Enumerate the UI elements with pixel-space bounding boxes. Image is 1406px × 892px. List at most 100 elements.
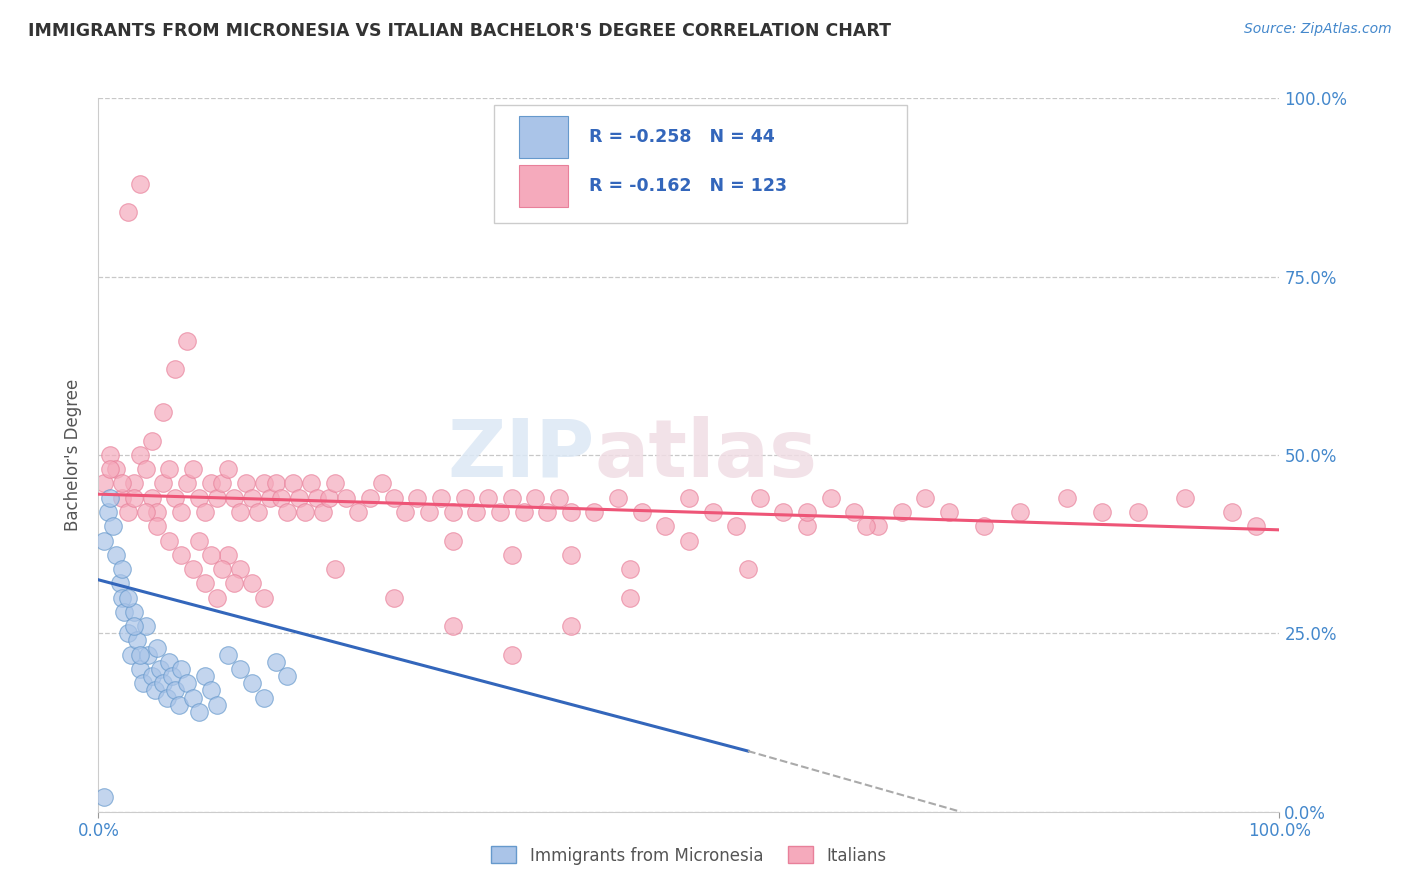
Point xyxy=(253,591,276,605)
Point xyxy=(654,519,676,533)
Point xyxy=(229,562,252,576)
Point xyxy=(146,640,169,655)
Point xyxy=(217,648,239,662)
Point xyxy=(1008,505,1031,519)
Point xyxy=(217,462,239,476)
Point xyxy=(160,669,183,683)
Point xyxy=(128,177,150,191)
Point xyxy=(108,576,131,591)
Point xyxy=(253,690,276,705)
Point xyxy=(194,505,217,519)
Point xyxy=(135,462,157,476)
Point xyxy=(855,519,877,533)
Point xyxy=(548,491,571,505)
Point xyxy=(524,491,547,505)
Point xyxy=(128,648,150,662)
FancyBboxPatch shape xyxy=(519,116,568,159)
Point xyxy=(866,519,889,533)
Point xyxy=(111,476,134,491)
Point xyxy=(117,205,139,219)
Point xyxy=(477,491,499,505)
Point xyxy=(181,562,204,576)
Point xyxy=(170,548,193,562)
Point xyxy=(465,505,488,519)
Point xyxy=(938,505,960,519)
Point xyxy=(176,476,198,491)
Point xyxy=(441,505,464,519)
Point xyxy=(205,698,228,712)
Point xyxy=(181,462,204,476)
Point xyxy=(229,662,252,676)
Y-axis label: Bachelor's Degree: Bachelor's Degree xyxy=(65,379,83,531)
Point xyxy=(111,491,134,505)
Point xyxy=(418,505,440,519)
Point xyxy=(128,448,150,462)
Point xyxy=(141,434,163,448)
Point xyxy=(111,562,134,576)
Point xyxy=(194,669,217,683)
Point xyxy=(501,648,523,662)
Text: ZIP: ZIP xyxy=(447,416,595,494)
Point xyxy=(382,491,405,505)
Point xyxy=(167,698,190,712)
Point xyxy=(430,491,453,505)
Point xyxy=(224,576,246,591)
Point xyxy=(305,491,328,505)
Text: IMMIGRANTS FROM MICRONESIA VS ITALIAN BACHELOR'S DEGREE CORRELATION CHART: IMMIGRANTS FROM MICRONESIA VS ITALIAN BA… xyxy=(28,22,891,40)
Point xyxy=(93,476,115,491)
Point xyxy=(181,690,204,705)
Point xyxy=(165,362,187,376)
Point xyxy=(105,548,128,562)
Point xyxy=(135,619,157,633)
Point xyxy=(607,491,630,505)
Point xyxy=(441,533,464,548)
Point xyxy=(737,562,759,576)
Point xyxy=(205,491,228,505)
Point xyxy=(453,491,475,505)
Point xyxy=(200,548,222,562)
Point xyxy=(318,491,340,505)
Point xyxy=(288,491,311,505)
Point xyxy=(165,491,187,505)
Point xyxy=(294,505,316,519)
Point xyxy=(143,683,166,698)
Point xyxy=(146,505,169,519)
Point xyxy=(217,548,239,562)
Text: atlas: atlas xyxy=(595,416,817,494)
Point xyxy=(283,476,305,491)
Point xyxy=(176,334,198,348)
Point xyxy=(276,669,298,683)
Point xyxy=(323,562,346,576)
Point xyxy=(796,505,818,519)
Point xyxy=(240,576,263,591)
Point xyxy=(136,648,159,662)
Point xyxy=(122,619,145,633)
Point xyxy=(583,505,606,519)
Point xyxy=(127,633,149,648)
Point xyxy=(205,591,228,605)
FancyBboxPatch shape xyxy=(519,165,568,207)
Point xyxy=(536,505,558,519)
Point xyxy=(259,491,281,505)
Point xyxy=(97,505,120,519)
Point xyxy=(702,505,724,519)
Point xyxy=(93,790,115,805)
Point xyxy=(149,662,172,676)
Point xyxy=(165,683,187,698)
Point xyxy=(105,462,128,476)
Text: R = -0.258   N = 44: R = -0.258 N = 44 xyxy=(589,128,775,146)
Point xyxy=(276,505,298,519)
Point xyxy=(176,676,198,690)
Point xyxy=(246,505,269,519)
Point xyxy=(264,476,287,491)
Point xyxy=(1056,491,1078,505)
Point xyxy=(1174,491,1197,505)
Point xyxy=(1220,505,1243,519)
Point xyxy=(194,576,217,591)
Point xyxy=(270,491,292,505)
FancyBboxPatch shape xyxy=(494,105,907,223)
Point xyxy=(820,491,842,505)
Point xyxy=(560,619,582,633)
Point xyxy=(200,476,222,491)
Point xyxy=(122,476,145,491)
